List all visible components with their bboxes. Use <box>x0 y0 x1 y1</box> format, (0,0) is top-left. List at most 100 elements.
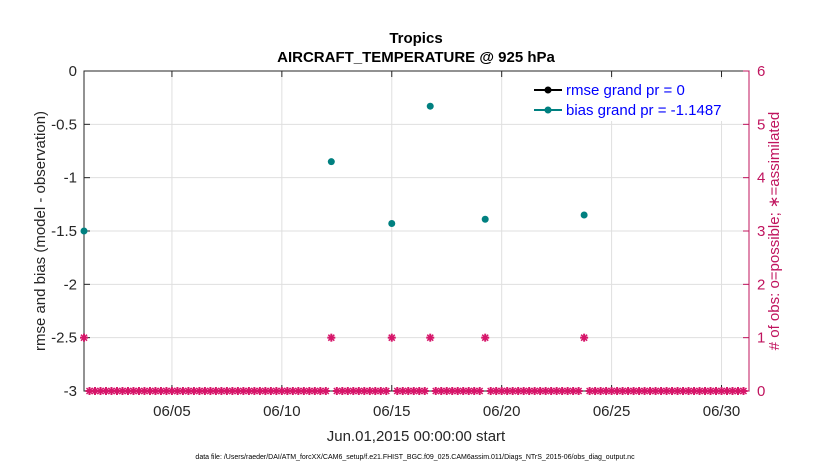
obs-count-star-d2 <box>624 387 632 395</box>
axis-ticks: 06/05 06/10 06/15 06/20 06/25 06/30 0 -0.5 -1 -1.… <box>51 63 765 420</box>
obs-count-star-d2 <box>717 387 726 395</box>
bias-point <box>388 220 396 228</box>
obs-count-star-d2 <box>80 334 88 342</box>
obs-count-star-d2 <box>333 387 341 395</box>
obs-count-star-d2 <box>608 387 616 395</box>
y2-tick-label: 0 <box>757 383 765 400</box>
obs-count-star-d2 <box>685 387 693 395</box>
obs-count-star-d2 <box>272 387 280 395</box>
obs-count-star-d2 <box>201 387 209 395</box>
obs-count-star-d2 <box>322 387 330 395</box>
obs-count-star-d2 <box>190 387 198 395</box>
obs-count-star <box>398 387 407 395</box>
obs-count-star-d2 <box>421 387 429 395</box>
legend-rmse-marker <box>544 86 552 94</box>
obs-count-star-d2 <box>289 387 297 395</box>
obs-count-star-d2 <box>454 387 462 395</box>
obs-count-star-d2 <box>586 387 594 395</box>
x-tick-label: 06/20 <box>483 403 521 420</box>
obs-count-star <box>80 333 88 342</box>
obs-count-star-d2 <box>267 387 275 395</box>
obs-count-star <box>519 387 528 395</box>
y-tick-label: -1.5 <box>51 223 77 240</box>
obs-count-star-d2 <box>261 387 269 395</box>
obs-count-star-d2 <box>228 387 236 395</box>
obs-count-star-d2 <box>509 387 517 395</box>
obs-count-star-d2 <box>514 387 522 395</box>
obs-count-star-d2 <box>635 387 643 395</box>
y2-tick-label: 5 <box>757 116 765 133</box>
obs-count-star <box>332 387 341 395</box>
y-tick-label: -0.5 <box>51 116 77 133</box>
obs-count-star-d2 <box>283 387 291 395</box>
obs-count-star <box>233 387 242 395</box>
obs-count-star-d2 <box>195 387 203 395</box>
legend: rmse grand pr = 0 bias grand pr = -1.148… <box>528 79 742 121</box>
obs-count-star-d2 <box>184 387 192 395</box>
obs-count-star-d2 <box>657 387 665 395</box>
obs-count-star-d2 <box>663 387 671 395</box>
obs-count-star-d2 <box>646 387 654 395</box>
y-tick-label: -2 <box>64 276 77 293</box>
obs-count-star-d2 <box>476 387 484 395</box>
obs-count-star <box>690 387 699 395</box>
obs-count-star-d2 <box>558 387 566 395</box>
obs-count-star-d2 <box>531 387 539 395</box>
obs-count-star <box>668 387 677 395</box>
obs-count-star-d2 <box>492 387 500 395</box>
obs-count-star-d2 <box>327 334 335 342</box>
x-axis-label: Jun.01,2015 00:00:00 start <box>327 428 506 445</box>
obs-count-star <box>459 387 468 395</box>
obs-count-star-d2 <box>344 387 352 395</box>
y-tick-label: -1 <box>64 170 77 187</box>
obs-count-star <box>591 387 600 395</box>
obs-count-star <box>354 387 363 395</box>
obs-count-star-d2 <box>706 387 715 395</box>
obs-count-star-d2 <box>503 387 511 395</box>
y2-tick-label: 6 <box>757 63 765 80</box>
obs-count-star-d2 <box>124 387 132 395</box>
obs-count-star-d2 <box>399 387 407 395</box>
obs-count-star-d2 <box>234 387 242 395</box>
obs-count-star-d2 <box>569 387 577 395</box>
y2-tick-label: 4 <box>757 170 765 187</box>
obs-count-star-d2 <box>294 387 302 395</box>
obs-count-star-d2 <box>679 387 687 395</box>
obs-count-star-d2 <box>652 387 660 395</box>
obs-count-star-d2 <box>179 387 187 395</box>
obs-count-star-d2 <box>157 387 165 395</box>
obs-count-star-d2 <box>525 387 533 395</box>
x-tick-label: 06/30 <box>703 403 741 420</box>
obs-count-star-d2 <box>481 334 489 342</box>
obs-count-star-d2 <box>602 387 610 395</box>
obs-count-star-d2 <box>338 387 346 395</box>
obs-count-star-d2 <box>542 387 550 395</box>
obs-count-star-d2 <box>459 387 467 395</box>
obs-count-star <box>646 387 655 395</box>
obs-count-star-d2 <box>311 387 319 395</box>
legend-bias-label: bias grand pr = -1.1487 <box>566 102 722 119</box>
obs-count-star-d2 <box>382 387 390 395</box>
obs-count-star <box>739 387 748 395</box>
obs-count-star-d2 <box>641 387 649 395</box>
obs-count-star-d2 <box>212 387 220 395</box>
obs-count-star-d2 <box>135 387 143 395</box>
obs-count-star-d2 <box>250 387 258 395</box>
y2-tick-label: 3 <box>757 223 765 240</box>
obs-count-star-d2 <box>377 387 385 395</box>
obs-count-star-d2 <box>591 387 599 395</box>
obs-count-star-d2 <box>113 387 121 395</box>
obs-count-star-d2 <box>256 387 264 395</box>
legend-bias-marker <box>544 106 552 114</box>
obs-count-star-d2 <box>388 334 396 342</box>
obs-count-star <box>393 387 402 395</box>
obs-count-star-d2 <box>371 387 379 395</box>
y-tick-label: 0 <box>69 63 77 80</box>
obs-count-star-d2 <box>547 387 555 395</box>
chart-subtitle: AIRCRAFT_TEMPERATURE @ 925 hPa <box>277 49 555 66</box>
obs-count-star-d2 <box>613 387 621 395</box>
obs-count-star-d2 <box>487 387 495 395</box>
obs-count-star-d2 <box>564 387 572 395</box>
obs-count-star-d2 <box>674 387 682 395</box>
bias-point <box>580 211 588 219</box>
